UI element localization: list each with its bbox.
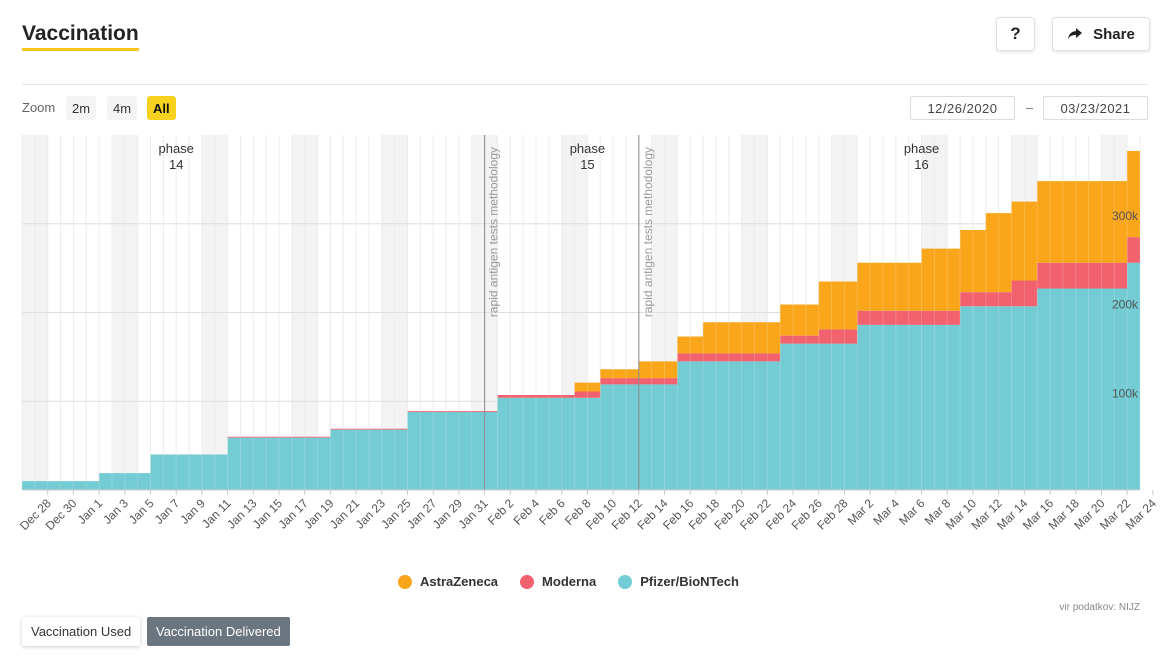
legend-item-pfizer[interactable]: Pfizer/BioNTech	[618, 574, 739, 589]
help-button[interactable]: ?	[996, 17, 1035, 51]
page-title: Vaccination	[22, 22, 139, 51]
phase-number: 15	[580, 157, 594, 172]
x-tick-label: Jan 31	[455, 496, 491, 532]
x-tick-label: Jan 7	[152, 496, 183, 527]
tab-vaccination-delivered[interactable]: Vaccination Delivered	[147, 617, 290, 646]
legend-label-astrazeneca: AstraZeneca	[420, 574, 499, 589]
legend-label-moderna: Moderna	[542, 574, 597, 589]
x-tick-label: Feb 6	[536, 496, 568, 528]
date-to-input[interactable]: 03/23/2021	[1043, 96, 1148, 120]
x-tick-label: Jan 5	[126, 496, 157, 527]
methodology-line-label: rapid antigen tests methodology	[487, 147, 501, 317]
series-area-pfizer-biontech	[22, 262, 1140, 490]
legend-dot-moderna	[520, 574, 535, 589]
zoom-4m-button[interactable]: 4m	[107, 96, 138, 120]
vaccination-chart: 100k 200k 300k rapid antigen tests methodol…	[17, 135, 1159, 533]
x-tick-label: Mar 6	[896, 496, 928, 528]
legend-item-moderna[interactable]: Moderna	[520, 574, 596, 589]
legend-dot-pfizer	[618, 574, 633, 589]
legend-dot-astrazeneca	[398, 574, 412, 589]
data-source-note: vir podatkov: NIJZ	[1059, 602, 1140, 613]
x-tick-label: Mar 4	[870, 496, 902, 528]
y-tick-label: 300k	[1112, 209, 1139, 223]
zoom-2m-button[interactable]: 2m	[66, 96, 97, 120]
phase-number: 16	[914, 157, 928, 172]
zoom-label: Zoom	[22, 100, 56, 115]
header-divider	[22, 84, 1148, 85]
chart-legend: AstraZeneca Moderna Pfizer/BioNTech	[398, 574, 739, 589]
phase-label: phase	[158, 141, 193, 156]
x-tick-label: Jan 3	[100, 496, 131, 527]
x-tick-label: Mar 2	[845, 496, 877, 528]
y-tick-label: 100k	[1112, 386, 1139, 400]
zoom-all-button[interactable]: All	[147, 96, 176, 120]
x-tick-label: Jan 1	[75, 496, 106, 527]
legend-label-pfizer: Pfizer/BioNTech	[640, 574, 739, 589]
y-tick-label: 200k	[1112, 298, 1139, 312]
phase-label: phase	[904, 141, 939, 156]
phase-label: phase	[570, 141, 605, 156]
phase-number: 14	[169, 157, 183, 172]
share-button[interactable]: Share	[1052, 17, 1150, 51]
x-tick-label: Feb 2	[485, 496, 517, 528]
methodology-line-label: rapid antigen tests methodology	[641, 147, 655, 317]
date-from-input[interactable]: 12/26/2020	[910, 96, 1015, 120]
x-tick-label: Feb 4	[511, 496, 543, 528]
date-range-separator: –	[1026, 100, 1034, 115]
share-arrow-icon	[1067, 27, 1083, 41]
legend-item-astrazeneca[interactable]: AstraZeneca	[398, 574, 498, 589]
share-label: Share	[1093, 25, 1135, 43]
tab-vaccination-used[interactable]: Vaccination Used	[22, 617, 141, 646]
